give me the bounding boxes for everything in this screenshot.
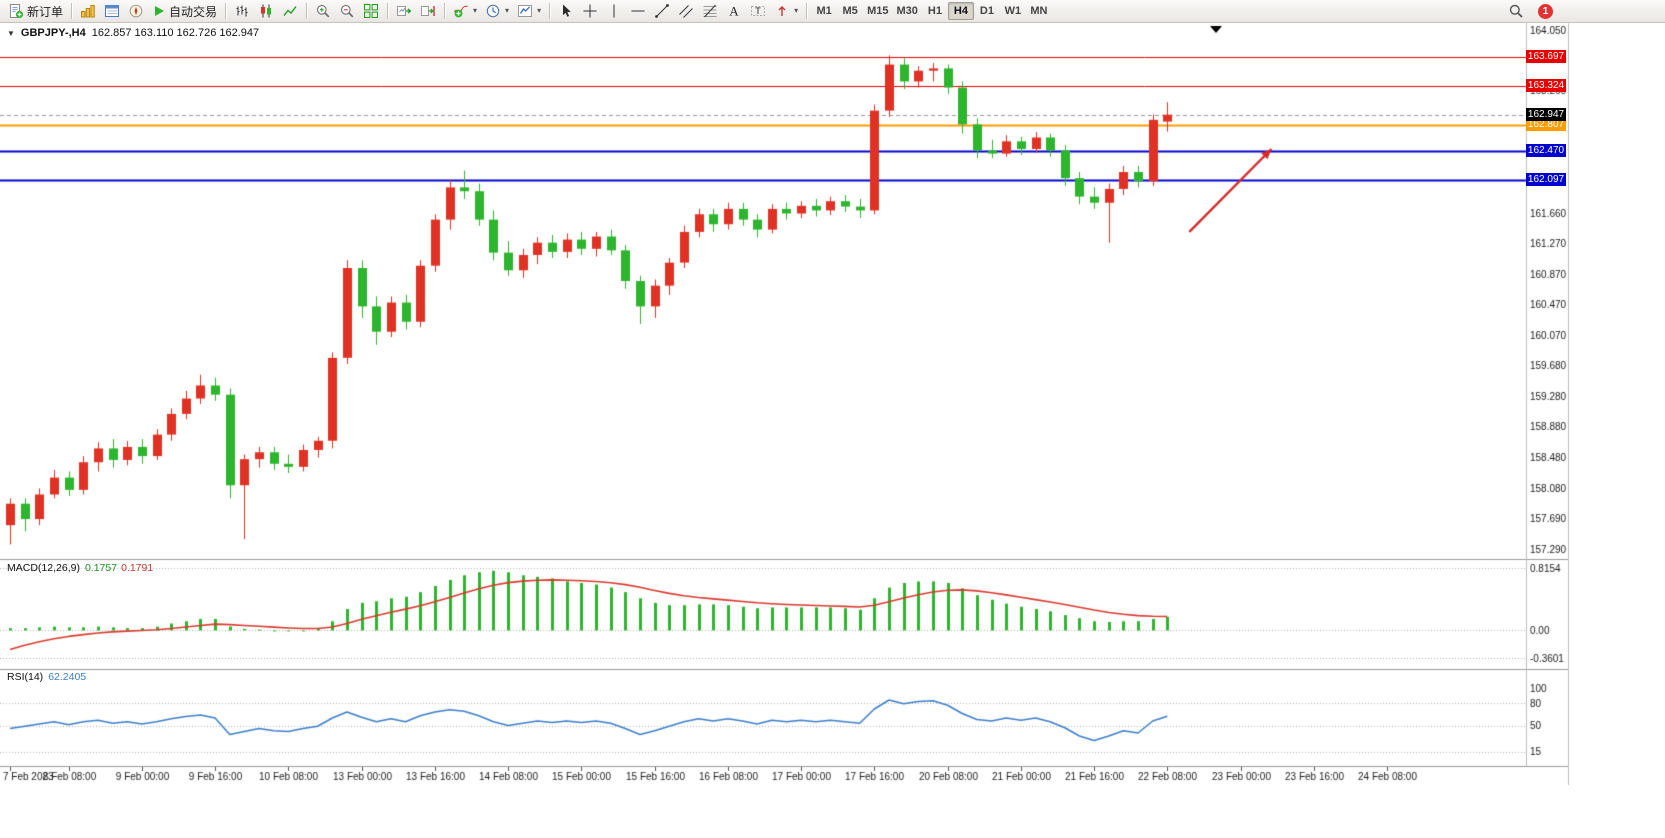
macd-name-label: MACD(12,26,9) <box>7 562 80 574</box>
label-icon: T <box>750 3 766 19</box>
price-level-badge[interactable]: 162.470 <box>1526 144 1566 157</box>
bar-chart-icon <box>234 3 250 19</box>
chevron-down-icon: ▾ <box>537 6 542 15</box>
current-price-badge: 162.947 <box>1526 108 1566 121</box>
line-chart-button[interactable] <box>278 1 302 21</box>
main-toolbar: 新订单 自动交易 ▾ ▾ ▾ A T ▾ <box>0 0 1665 23</box>
navigator-button[interactable] <box>124 1 148 21</box>
zoom-in-icon <box>315 3 331 19</box>
macd-signal-value: 0.1791 <box>121 562 154 574</box>
search-icon <box>1508 3 1524 19</box>
crosshair-icon <box>582 3 598 19</box>
chart-header: ▼ GBPJPY-,H4 162.857 163.110 162.726 162… <box>7 27 259 39</box>
toolbar-separator <box>306 3 308 19</box>
text-tool-button[interactable]: A <box>722 1 746 21</box>
bar-chart-button[interactable] <box>230 1 254 21</box>
macd-main-value: 0.1757 <box>84 562 118 574</box>
new-order-button[interactable]: 新订单 <box>4 1 67 21</box>
channel-icon <box>678 3 694 19</box>
candlestick-chart-button[interactable] <box>254 1 278 21</box>
timeframe-button-h4[interactable]: H4 <box>947 2 974 20</box>
navigator-icon <box>128 3 144 19</box>
arrows-tool-button[interactable]: ▾ <box>770 1 802 21</box>
cursor-tool-button[interactable] <box>554 1 578 21</box>
price-level-badge[interactable]: 162.097 <box>1526 173 1566 186</box>
cursor-icon <box>558 3 574 19</box>
arrow-up-icon <box>774 3 790 19</box>
vertical-line-tool-button[interactable] <box>602 1 626 21</box>
tile-windows-button[interactable] <box>359 1 383 21</box>
chevron-down-icon: ▾ <box>473 6 478 15</box>
chart-menu-icon[interactable]: ▼ <box>7 28 15 38</box>
new-order-icon <box>8 3 24 19</box>
chart-shift-button[interactable] <box>416 1 440 21</box>
data-window-button[interactable] <box>100 1 124 21</box>
rsi-value: 62.2405 <box>48 671 87 683</box>
price-level-badge[interactable]: 162.807 <box>1526 118 1566 131</box>
zoom-out-icon <box>339 3 355 19</box>
horizontal-line-tool-button[interactable] <box>626 1 650 21</box>
market-watch-icon <box>80 3 96 19</box>
auto-scroll-icon <box>396 3 412 19</box>
indicators-icon <box>453 3 469 19</box>
timeframe-button-h1[interactable]: H1 <box>922 2 948 20</box>
text-icon: A <box>726 3 742 19</box>
timeframe-button-m15[interactable]: M15 <box>863 2 892 20</box>
crosshair-tool-button[interactable] <box>578 1 602 21</box>
trendline-tool-button[interactable] <box>650 1 674 21</box>
indicators-button[interactable]: ▾ <box>449 1 481 21</box>
vertical-line-icon <box>606 3 622 19</box>
chevron-down-icon: ▾ <box>505 6 510 15</box>
clock-icon <box>485 3 501 19</box>
data-window-icon <box>104 3 120 19</box>
chart-shift-icon <box>420 3 436 19</box>
timeframe-button-mn[interactable]: MN <box>1026 2 1052 20</box>
timeframe-button-m5[interactable]: M5 <box>837 2 863 20</box>
market-watch-button[interactable] <box>76 1 100 21</box>
toolbar-separator <box>444 3 446 19</box>
toolbar-separator <box>387 3 389 19</box>
notifications-badge[interactable]: 1 <box>1538 3 1553 19</box>
zoom-out-button[interactable] <box>335 1 359 21</box>
zoom-in-button[interactable] <box>311 1 335 21</box>
search-button[interactable] <box>1504 1 1528 21</box>
auto-trading-button[interactable]: 自动交易 <box>148 1 221 21</box>
periods-button[interactable]: ▾ <box>481 1 513 21</box>
fibonacci-icon <box>702 3 718 19</box>
channel-tool-button[interactable] <box>674 1 698 21</box>
auto-trading-label: 自动交易 <box>169 4 218 19</box>
new-order-label: 新订单 <box>27 4 64 19</box>
ohlc-values: 162.857 163.110 162.726 162.947 <box>91 27 260 39</box>
price-level-badge[interactable]: 163.324 <box>1526 79 1566 92</box>
rsi-header: RSI(14) 62.2405 <box>7 671 86 683</box>
timeframe-button-d1[interactable]: D1 <box>974 2 1000 20</box>
toolbar-separator <box>806 3 808 19</box>
symbol-timeframe-label: GBPJPY-,H4 <box>20 27 86 39</box>
auto-trading-icon <box>152 4 166 18</box>
svg-text:T: T <box>755 6 761 16</box>
rsi-name-label: RSI(14) <box>7 671 44 683</box>
line-chart-icon <box>282 3 298 19</box>
svg-text:A: A <box>729 4 739 19</box>
toolbar-separator <box>549 3 551 19</box>
label-tool-button[interactable]: T <box>746 1 770 21</box>
templates-button[interactable]: ▾ <box>513 1 545 21</box>
timeframe-button-w1[interactable]: W1 <box>1000 2 1026 20</box>
template-icon <box>517 3 533 19</box>
auto-scroll-button[interactable] <box>392 1 416 21</box>
price-level-badge[interactable]: 163.697 <box>1526 50 1566 63</box>
horizontal-line-icon <box>630 3 646 19</box>
timeframe-button-m30[interactable]: M30 <box>893 2 922 20</box>
toolbar-separator <box>225 3 227 19</box>
chevron-down-icon: ▾ <box>794 6 799 15</box>
candlestick-chart-icon <box>258 3 274 19</box>
tile-windows-icon <box>363 3 379 19</box>
timeframe-button-m1[interactable]: M1 <box>811 2 837 20</box>
fibonacci-tool-button[interactable] <box>698 1 722 21</box>
toolbar-separator <box>71 3 73 19</box>
trendline-icon <box>654 3 670 19</box>
macd-header: MACD(12,26,9) 0.1757 0.1791 <box>7 562 153 574</box>
